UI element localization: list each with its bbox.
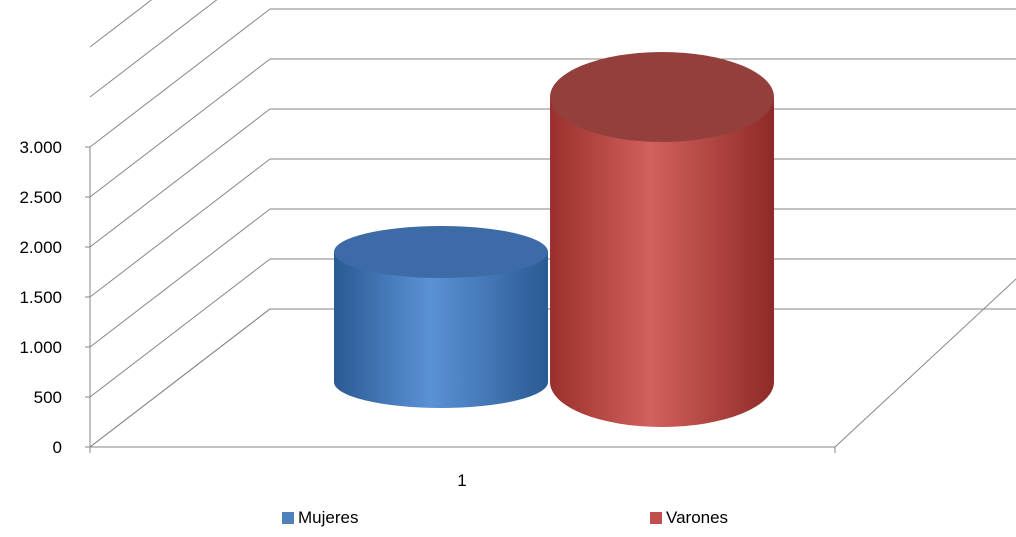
y-tick-label-0: 0 xyxy=(53,438,62,457)
bar-mujeres xyxy=(334,226,548,408)
legend-swatch-varones xyxy=(650,512,662,524)
y-tick-label-4: 2.000 xyxy=(19,238,62,257)
y-tick-label-5: 2.500 xyxy=(19,188,62,207)
gridline-side-2000 xyxy=(89,108,271,248)
legend-item-mujeres: Mujeres xyxy=(282,508,358,528)
legend-swatch-mujeres xyxy=(282,512,294,524)
y-tick-label-3: 1.500 xyxy=(19,288,62,307)
legend: Mujeres Varones xyxy=(0,508,1016,532)
y-tick-label-6: 3.000 xyxy=(19,138,62,157)
bar-varones-body xyxy=(550,97,774,427)
gridline-side-1000 xyxy=(89,208,271,348)
bars xyxy=(334,52,774,427)
gridline-4000 xyxy=(89,0,153,48)
gridline-side-3000 xyxy=(89,8,271,148)
gridline-side-500 xyxy=(89,258,271,398)
gridline-3000 xyxy=(89,8,1016,148)
gridline-side-4000 xyxy=(89,0,153,48)
axis-labels: 0 500 1.000 1.500 2.000 2.500 3.000 1 xyxy=(19,138,466,490)
gridline-side-1500 xyxy=(89,158,271,298)
gridline-side-2500 xyxy=(89,58,271,198)
legend-item-varones: Varones xyxy=(650,508,728,528)
gridline-3500 xyxy=(89,0,218,98)
x-tick-label-0: 1 xyxy=(457,471,466,490)
bar-mujeres-body xyxy=(334,252,548,408)
y-tick-label-1: 500 xyxy=(34,388,62,407)
legend-label-varones: Varones xyxy=(666,508,729,527)
bar-varones-top xyxy=(550,52,774,142)
bar-mujeres-top xyxy=(334,226,548,278)
legend-label-mujeres: Mujeres xyxy=(298,508,359,527)
floor-right-edge xyxy=(834,278,1016,448)
gridline-side-3500 xyxy=(89,0,218,98)
y-tick-label-2: 1.000 xyxy=(19,338,62,357)
bar-varones xyxy=(550,52,774,427)
